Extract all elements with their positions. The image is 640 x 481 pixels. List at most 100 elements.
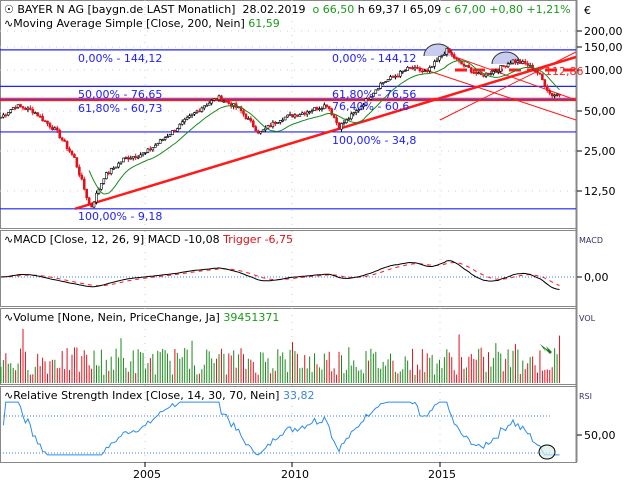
price-tick: 12,50 <box>584 185 616 198</box>
candle <box>6 112 10 116</box>
candle <box>367 98 370 100</box>
candle <box>335 117 338 123</box>
candle <box>430 65 434 68</box>
candle <box>541 73 544 81</box>
candle <box>261 129 265 132</box>
candle <box>136 156 140 159</box>
candle <box>357 109 360 112</box>
candle <box>416 66 419 69</box>
candle <box>504 65 507 68</box>
price-tick: 25,00 <box>584 145 616 158</box>
candle <box>210 100 213 104</box>
candle <box>543 79 547 87</box>
candle <box>24 107 27 110</box>
candle <box>533 70 537 72</box>
candle <box>403 70 407 72</box>
candle <box>202 105 206 109</box>
candle <box>104 172 108 180</box>
rsi-circle-marker <box>538 444 556 460</box>
rsi-axis-title: RSI <box>579 392 592 401</box>
candle <box>109 168 113 174</box>
candle <box>472 72 476 74</box>
candle <box>188 115 191 118</box>
rsi-value: 33,82 <box>282 389 315 402</box>
fib-label: 0,00% - 144,12 <box>78 52 163 65</box>
candle <box>303 112 307 115</box>
fib-label: 76,40% - 60,6 <box>332 100 410 113</box>
candle <box>21 106 25 109</box>
candle <box>538 72 542 75</box>
candle <box>190 113 194 116</box>
candle <box>220 95 223 102</box>
candle <box>296 114 299 117</box>
candle <box>9 109 13 113</box>
candle <box>151 147 155 151</box>
candle <box>310 110 314 112</box>
date-label: 28.02.2019 <box>242 3 306 16</box>
candle <box>58 129 62 139</box>
candle <box>315 107 319 110</box>
candle <box>146 148 150 153</box>
price-tick: 200,00 <box>584 25 623 38</box>
candle <box>180 121 184 125</box>
candle <box>391 76 395 78</box>
candle <box>509 62 512 65</box>
candle <box>29 107 32 110</box>
candle <box>511 59 515 64</box>
macd-header: ∿MACD [Close, 12, 26, 9] MACD -10,08 Tri… <box>4 233 294 246</box>
x-tick: 2005 <box>133 468 161 481</box>
candle <box>205 104 209 107</box>
candle <box>215 98 218 101</box>
candle <box>514 59 517 63</box>
candle <box>443 53 446 56</box>
candle <box>254 126 258 132</box>
candle <box>398 71 402 77</box>
candle <box>528 65 532 67</box>
candle <box>269 125 272 128</box>
macd-tick: 0,00 <box>584 271 609 284</box>
candle <box>141 152 145 156</box>
candle <box>384 81 387 83</box>
change-value: +0,80 <box>489 3 523 16</box>
candle <box>408 67 412 69</box>
rsi-line <box>2 401 560 456</box>
candle <box>207 102 211 106</box>
candle <box>558 94 561 96</box>
candle <box>107 172 111 174</box>
macd-line <box>0 260 560 290</box>
macd-value: MACD -10,08 <box>147 233 220 246</box>
candle <box>465 65 468 67</box>
candle <box>300 112 304 115</box>
candle <box>60 137 64 141</box>
candle <box>43 120 47 123</box>
candle <box>418 67 422 72</box>
candle <box>41 115 44 122</box>
candle <box>36 112 39 117</box>
candle <box>521 61 525 64</box>
candle <box>244 113 248 119</box>
candle <box>266 125 270 129</box>
candle <box>73 154 76 158</box>
top-marker <box>423 43 453 57</box>
candle <box>401 70 405 73</box>
candle <box>281 119 284 122</box>
candle <box>374 89 378 94</box>
candle <box>168 134 172 137</box>
candle <box>232 103 235 107</box>
candle <box>171 130 174 135</box>
candle <box>102 178 106 184</box>
fib-label: 100,00% - 9,18 <box>78 210 163 223</box>
trigger-value: Trigger -6,75 <box>223 233 294 246</box>
candle <box>455 57 458 60</box>
candle <box>519 60 522 64</box>
candle <box>536 71 539 74</box>
trigger-line <box>0 261 560 287</box>
candle <box>48 123 52 128</box>
candle <box>523 61 527 64</box>
candle <box>379 82 382 89</box>
candle <box>298 114 302 117</box>
candle <box>195 110 199 113</box>
candle <box>376 88 380 91</box>
candle <box>70 151 74 155</box>
candle <box>75 157 79 168</box>
